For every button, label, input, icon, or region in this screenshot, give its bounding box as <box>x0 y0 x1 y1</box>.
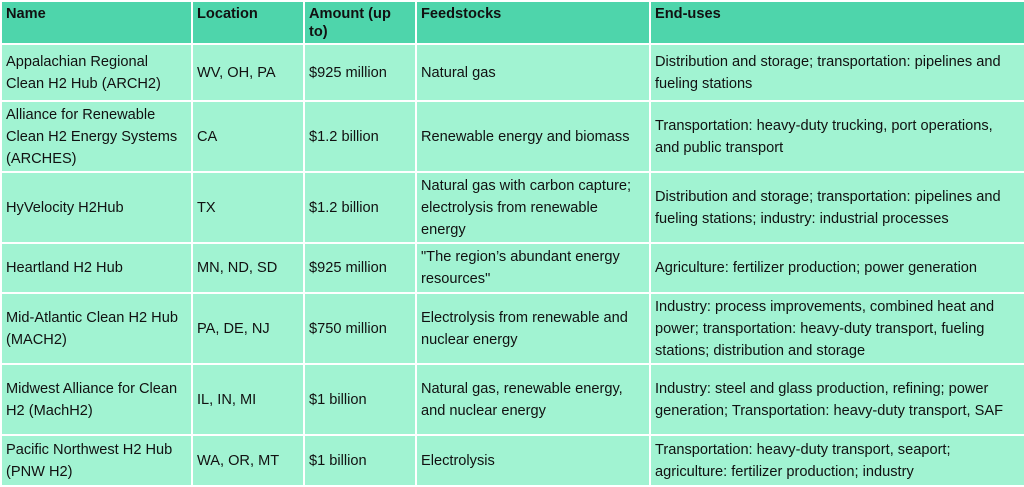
location-cell: IL, IN, MI <box>191 363 305 436</box>
column-header-location: Location <box>191 0 305 45</box>
feedstocks-cell: Electrolysis <box>415 434 651 487</box>
feedstocks-cell: Natural gas <box>415 43 651 102</box>
location-cell: WV, OH, PA <box>191 43 305 102</box>
hub-name-cell: Pacific Northwest H2 Hub (PNW H2) <box>0 434 193 487</box>
amount-cell: $1 billion <box>303 434 417 487</box>
end-uses-cell: Agriculture: fertilizer production; powe… <box>649 242 1024 294</box>
hub-name-cell: Midwest Alliance for Clean H2 (MachH2) <box>0 363 193 436</box>
location-cell: TX <box>191 171 305 244</box>
column-header-end-uses: End-uses <box>649 0 1024 45</box>
hub-name-cell: Heartland H2 Hub <box>0 242 193 294</box>
amount-cell: $925 million <box>303 242 417 294</box>
end-uses-cell: Transportation: heavy-duty trucking, por… <box>649 100 1024 173</box>
end-uses-cell: Distribution and storage; transportation… <box>649 43 1024 102</box>
feedstocks-cell: Natural gas, renewable energy, and nucle… <box>415 363 651 436</box>
column-header-name: Name <box>0 0 193 45</box>
end-uses-cell: Industry: process improvements, combined… <box>649 292 1024 365</box>
location-cell: MN, ND, SD <box>191 242 305 294</box>
table-row: Heartland H2 Hub MN, ND, SD $925 million… <box>0 242 1024 294</box>
hub-name-cell: Mid-Atlantic Clean H2 Hub (MACH2) <box>0 292 193 365</box>
amount-cell: $1.2 billion <box>303 171 417 244</box>
header-row: Name Location Amount (up to) Feedstocks … <box>0 0 1024 45</box>
end-uses-cell: Transportation: heavy-duty transport, se… <box>649 434 1024 487</box>
amount-cell: $750 million <box>303 292 417 365</box>
column-header-feedstocks: Feedstocks <box>415 0 651 45</box>
feedstocks-cell: "The region’s abundant energy resources" <box>415 242 651 294</box>
location-cell: PA, DE, NJ <box>191 292 305 365</box>
amount-cell: $925 million <box>303 43 417 102</box>
table-row: Appalachian Regional Clean H2 Hub (ARCH2… <box>0 43 1024 102</box>
feedstocks-cell: Natural gas with carbon capture; electro… <box>415 171 651 244</box>
table-row: Pacific Northwest H2 Hub (PNW H2) WA, OR… <box>0 434 1024 487</box>
amount-cell: $1 billion <box>303 363 417 436</box>
hub-name-cell: HyVelocity H2Hub <box>0 171 193 244</box>
amount-cell: $1.2 billion <box>303 100 417 173</box>
table-row: HyVelocity H2Hub TX $1.2 billion Natural… <box>0 171 1024 244</box>
hub-name-cell: Alliance for Renewable Clean H2 Energy S… <box>0 100 193 173</box>
hub-name-cell: Appalachian Regional Clean H2 Hub (ARCH2… <box>0 43 193 102</box>
table-row: Mid-Atlantic Clean H2 Hub (MACH2) PA, DE… <box>0 292 1024 365</box>
location-cell: WA, OR, MT <box>191 434 305 487</box>
end-uses-cell: Industry: steel and glass production, re… <box>649 363 1024 436</box>
location-cell: CA <box>191 100 305 173</box>
feedstocks-cell: Renewable energy and biomass <box>415 100 651 173</box>
table-row: Alliance for Renewable Clean H2 Energy S… <box>0 100 1024 173</box>
end-uses-cell: Distribution and storage; transportation… <box>649 171 1024 244</box>
column-header-amount: Amount (up to) <box>303 0 417 45</box>
feedstocks-cell: Electrolysis from renewable and nuclear … <box>415 292 651 365</box>
table-row: Midwest Alliance for Clean H2 (MachH2) I… <box>0 363 1024 436</box>
